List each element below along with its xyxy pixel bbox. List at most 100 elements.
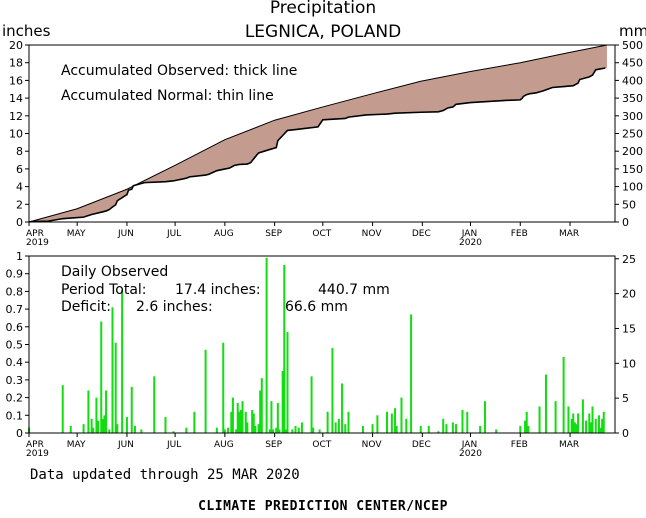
daily-bar [231, 397, 234, 433]
x-tick-label-month: MAR [559, 440, 579, 450]
daily-bar [591, 406, 594, 433]
daily-bar [451, 422, 454, 433]
y-tick-label-left: 0.9 [6, 268, 24, 281]
y-tick-label-left: 0 [16, 216, 23, 229]
y-tick-label-right: 5 [622, 392, 629, 405]
daily-bar [105, 390, 108, 433]
y-tick-label-left: 0.2 [6, 392, 24, 405]
x-tick-label-year: 2020 [459, 449, 482, 459]
daily-bar [291, 429, 294, 433]
y-tick-label-right: 250 [622, 128, 643, 141]
x-tick-label-month: DEC [412, 229, 431, 239]
daily-bar [427, 425, 430, 433]
daily-bar [92, 427, 95, 433]
y-tick-label-right: 15 [622, 322, 636, 335]
x-tick-label-year: 2019 [26, 449, 49, 459]
daily-bar [376, 415, 379, 433]
y-tick-label-right: 25 [622, 253, 636, 266]
daily-bar [297, 427, 300, 433]
daily-bar [270, 401, 273, 433]
daily-bar [524, 420, 527, 433]
daily-bar [204, 349, 207, 433]
daily-bar [294, 425, 297, 433]
daily-bar [82, 424, 85, 433]
y-tick-label-right: 350 [622, 92, 643, 105]
daily-bar [479, 425, 482, 433]
unit-label-left: inches [2, 22, 51, 40]
daily-bar [334, 422, 337, 433]
x-tick-label-month: JUL [166, 440, 181, 450]
y-tick-label-left: 2 [16, 198, 23, 211]
series-line-normal [28, 44, 608, 223]
daily-bar [97, 420, 100, 433]
daily-bar [116, 424, 119, 433]
y-tick-label-right: 100 [622, 181, 643, 194]
daily-bar [286, 332, 289, 433]
daily-bar [589, 422, 592, 433]
daily-bar [361, 425, 364, 433]
daily-bar [602, 411, 605, 433]
daily-bar [394, 408, 397, 433]
daily-bar [386, 411, 389, 433]
daily-bar [238, 411, 241, 433]
daily-bar [95, 397, 98, 433]
y-tick-label-left: 6 [16, 163, 23, 176]
annotation-inches: 17.4 inches: [175, 282, 261, 298]
y-tick-label-left: 0.8 [6, 285, 24, 298]
y-tick-label-right: 300 [622, 110, 643, 123]
daily-bar [581, 399, 584, 433]
daily-bar [601, 418, 604, 433]
daily-bar [227, 427, 230, 433]
daily-bar [281, 371, 284, 433]
annotation-label: Deficit: [61, 299, 111, 315]
accumulated-panel: 0246810121416182005010015020025030035040… [9, 39, 643, 248]
y-tick-label-right: 400 [622, 74, 643, 87]
daily-bar [140, 429, 143, 433]
daily-bar [193, 411, 196, 433]
data-updated-note: Data updated through 25 MAR 2020 [30, 467, 300, 483]
daily-bar [254, 425, 257, 433]
x-tick-label-month: JUN [117, 440, 134, 450]
daily-bar [223, 429, 226, 433]
y-tick-label-right: 150 [622, 163, 643, 176]
y-tick-label-right: 0 [622, 216, 629, 229]
x-tick-label-month: AUG [214, 229, 234, 239]
daily-bar [390, 413, 393, 433]
x-tick-label-month: DEC [412, 440, 431, 450]
deficit-area [29, 45, 607, 222]
daily-bar [538, 406, 541, 433]
daily-bar [544, 374, 547, 433]
daily-bar [260, 378, 263, 433]
y-tick-label-right: 200 [622, 145, 643, 158]
daily-panel: 00.10.20.30.40.50.60.70.80.910510152025A… [6, 250, 637, 459]
daily-bar [567, 406, 570, 433]
legend-observed: Accumulated Observed: thick line [61, 63, 297, 79]
daily-bar [130, 386, 133, 433]
daily-bar [395, 425, 398, 433]
daily-bar [252, 413, 255, 433]
daily-bar [599, 427, 602, 433]
daily-bar [461, 409, 464, 433]
daily-bar [419, 425, 422, 433]
daily-bar [525, 411, 528, 433]
daily-bar [103, 415, 106, 433]
daily-bar [244, 411, 247, 433]
daily-bar [405, 418, 408, 433]
annotation-mm: 440.7 mm [318, 282, 390, 298]
daily-bar [251, 409, 254, 433]
daily-bar [312, 427, 315, 433]
x-tick-label-month: OCT [312, 440, 331, 450]
y-tick-label-right: 450 [622, 57, 643, 70]
daily-bar [495, 429, 498, 433]
daily-bar [278, 429, 281, 433]
daily-bar [442, 418, 445, 433]
daily-bar [310, 376, 313, 433]
y-tick-label-left: 18 [9, 57, 23, 70]
daily-bar [400, 397, 403, 433]
y-tick-label-right: 50 [622, 198, 636, 211]
daily-bar [241, 401, 244, 433]
daily-bar [125, 417, 128, 433]
x-tick-label-month: MAR [559, 229, 579, 239]
annotation-mm: 66.6 mm [285, 299, 348, 315]
